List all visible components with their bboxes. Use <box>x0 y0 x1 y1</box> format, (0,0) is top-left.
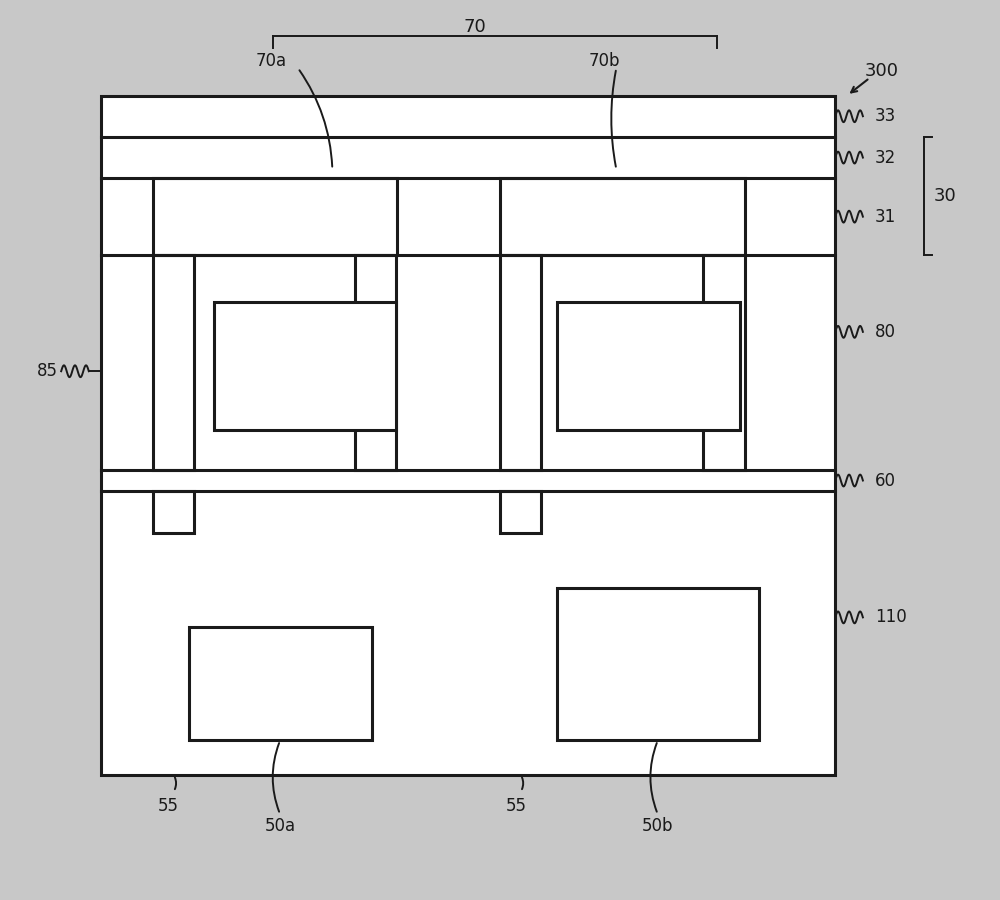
Bar <box>101 95 835 775</box>
Bar <box>153 491 194 533</box>
Text: 50b: 50b <box>642 817 674 835</box>
Text: 30: 30 <box>934 187 957 205</box>
Text: 55: 55 <box>505 797 526 815</box>
Text: 55: 55 <box>158 797 179 815</box>
Bar <box>703 255 745 470</box>
Text: 60: 60 <box>875 472 896 490</box>
Text: 110: 110 <box>875 608 906 626</box>
Text: 70a: 70a <box>255 52 287 70</box>
Text: 33: 33 <box>875 107 896 125</box>
Text: 50a: 50a <box>265 817 296 835</box>
Bar <box>153 178 397 255</box>
Bar <box>500 255 541 470</box>
Bar <box>500 491 541 533</box>
Bar <box>557 302 740 430</box>
Bar <box>189 627 372 741</box>
Text: 31: 31 <box>875 208 896 226</box>
Bar <box>500 178 745 255</box>
Text: 70b: 70b <box>589 52 620 70</box>
Text: 85: 85 <box>37 362 58 380</box>
Bar <box>557 588 759 741</box>
Bar <box>214 302 396 430</box>
Text: 80: 80 <box>875 323 896 341</box>
Bar <box>153 255 194 470</box>
Text: 300: 300 <box>865 62 899 80</box>
Text: 32: 32 <box>875 148 896 166</box>
Text: 70: 70 <box>464 18 487 36</box>
Bar <box>355 255 396 470</box>
